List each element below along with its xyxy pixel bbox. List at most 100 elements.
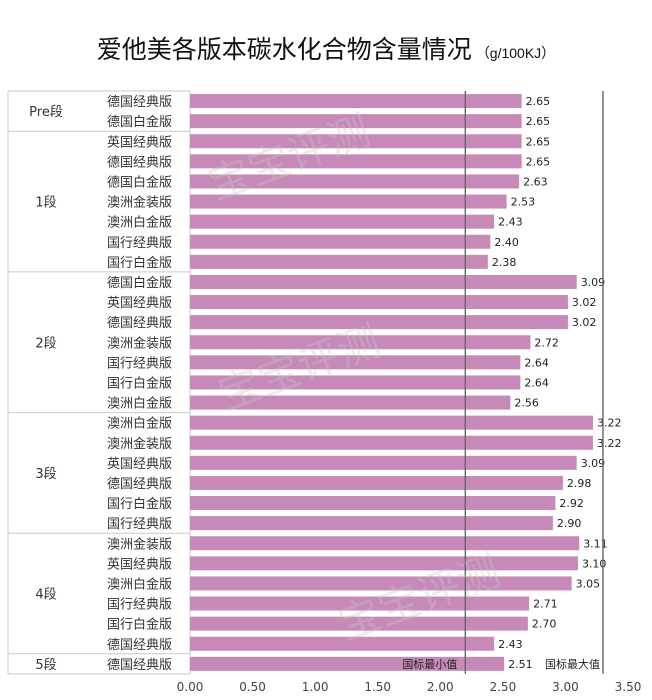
- bar: [190, 194, 507, 209]
- data-label: 2.65: [526, 135, 551, 148]
- data-label: 2.63: [523, 175, 548, 188]
- group-label: 5段: [35, 658, 56, 673]
- data-label: 2.51: [508, 658, 533, 671]
- category-label: 国行经典版: [107, 598, 172, 613]
- chart-title-text: 爱他美各版本碳水化合物含量情况: [96, 36, 472, 64]
- bar: [190, 295, 568, 310]
- data-label: 2.72: [534, 336, 559, 349]
- bar: [190, 395, 511, 410]
- category-label: 澳洲金装版: [107, 536, 172, 552]
- data-label: 3.11: [583, 537, 608, 550]
- category-label: 澳洲白金版: [107, 576, 172, 592]
- category-label: 德国经典版: [107, 638, 172, 653]
- chart-unit: （g/100KJ）: [475, 45, 556, 61]
- bar: [190, 516, 553, 531]
- category-label: 澳洲白金版: [107, 396, 172, 412]
- bar: [190, 536, 580, 551]
- bar: [190, 114, 522, 129]
- bar: [190, 375, 521, 390]
- category-label: 国行白金版: [107, 375, 172, 391]
- bar: [190, 174, 520, 189]
- data-label: 2.71: [533, 598, 558, 611]
- bar: [190, 154, 522, 169]
- data-label: 2.56: [514, 397, 539, 410]
- bar: [190, 355, 521, 370]
- data-label: 3.10: [582, 557, 607, 570]
- group-label: Pre段: [29, 105, 63, 120]
- category-label: 国行白金版: [107, 496, 172, 512]
- reference-label-max: 国标最大值: [545, 657, 600, 671]
- chart-title: 爱他美各版本碳水化合物含量情况 （g/100KJ）: [0, 30, 652, 66]
- bar: [190, 616, 528, 631]
- data-label: 3.05: [576, 577, 601, 590]
- bar: [190, 274, 577, 289]
- x-tick-label: 1.50: [364, 680, 391, 694]
- bar: [190, 254, 488, 269]
- category-label: 澳洲金装版: [107, 335, 172, 351]
- x-tick-label: 2.50: [489, 680, 516, 694]
- category-label: 国行经典版: [107, 517, 172, 532]
- group-label: 1段: [35, 196, 56, 211]
- data-label: 3.02: [572, 316, 597, 329]
- data-label: 2.64: [524, 356, 549, 369]
- bar: [190, 315, 568, 330]
- bar: [190, 214, 495, 229]
- bar: [190, 134, 522, 149]
- category-label: 英国经典版: [107, 296, 172, 311]
- group-label: 3段: [35, 467, 56, 482]
- category-label: 德国白金版: [107, 174, 172, 190]
- category-label: 德国经典版: [107, 658, 172, 673]
- category-label: 德国白金版: [107, 114, 172, 130]
- bar: [190, 94, 522, 109]
- group-label: 2段: [35, 336, 56, 351]
- bar: [190, 576, 572, 591]
- category-label: 德国白金版: [107, 275, 172, 291]
- category-label: 德国经典版: [107, 316, 172, 331]
- bar: [190, 455, 577, 470]
- reference-label-min: 国标最小值: [402, 657, 457, 671]
- x-tick-label: 0.50: [239, 680, 266, 694]
- bar: [190, 596, 530, 611]
- bar: [190, 556, 578, 571]
- bar: [190, 415, 593, 430]
- data-label: 2.65: [526, 155, 551, 168]
- category-label: 澳洲金装版: [107, 436, 172, 452]
- bar: [190, 335, 531, 350]
- data-label: 2.40: [494, 236, 519, 249]
- data-label: 2.70: [532, 618, 557, 631]
- category-label: 英国经典版: [107, 135, 172, 150]
- x-tick-label: 1.00: [302, 680, 329, 694]
- category-label: 德国经典版: [107, 477, 172, 492]
- bar: [190, 656, 505, 671]
- category-label: 国行经典版: [107, 236, 172, 251]
- data-label: 2.53: [511, 196, 536, 209]
- x-tick-label: 2.00: [427, 680, 454, 694]
- data-label: 3.09: [581, 457, 606, 470]
- category-label: 英国经典版: [107, 457, 172, 472]
- category-label: 德国经典版: [107, 155, 172, 170]
- category-label: 澳洲白金版: [107, 416, 172, 432]
- category-label: 澳洲金装版: [107, 195, 172, 211]
- data-label: 2.65: [526, 115, 551, 128]
- data-label: 3.22: [597, 437, 622, 450]
- data-label: 3.02: [572, 296, 597, 309]
- bar: [190, 234, 491, 249]
- category-label: 国行白金版: [107, 255, 172, 271]
- category-label: 国行经典版: [107, 356, 172, 371]
- data-label: 2.38: [492, 256, 516, 269]
- category-label: 英国经典版: [107, 557, 172, 572]
- data-label: 2.43: [498, 638, 523, 651]
- data-label: 3.22: [597, 417, 622, 430]
- x-tick-label: 3.00: [552, 680, 579, 694]
- bar: [190, 435, 593, 450]
- bar: [190, 475, 563, 490]
- data-label: 2.92: [559, 497, 584, 510]
- category-label: 国行白金版: [107, 617, 172, 633]
- data-label: 2.98: [567, 477, 592, 490]
- data-label: 3.09: [581, 276, 606, 289]
- category-label: 澳洲白金版: [107, 215, 172, 231]
- bar: [190, 496, 556, 511]
- data-label: 2.90: [557, 517, 582, 530]
- bar: [190, 636, 495, 651]
